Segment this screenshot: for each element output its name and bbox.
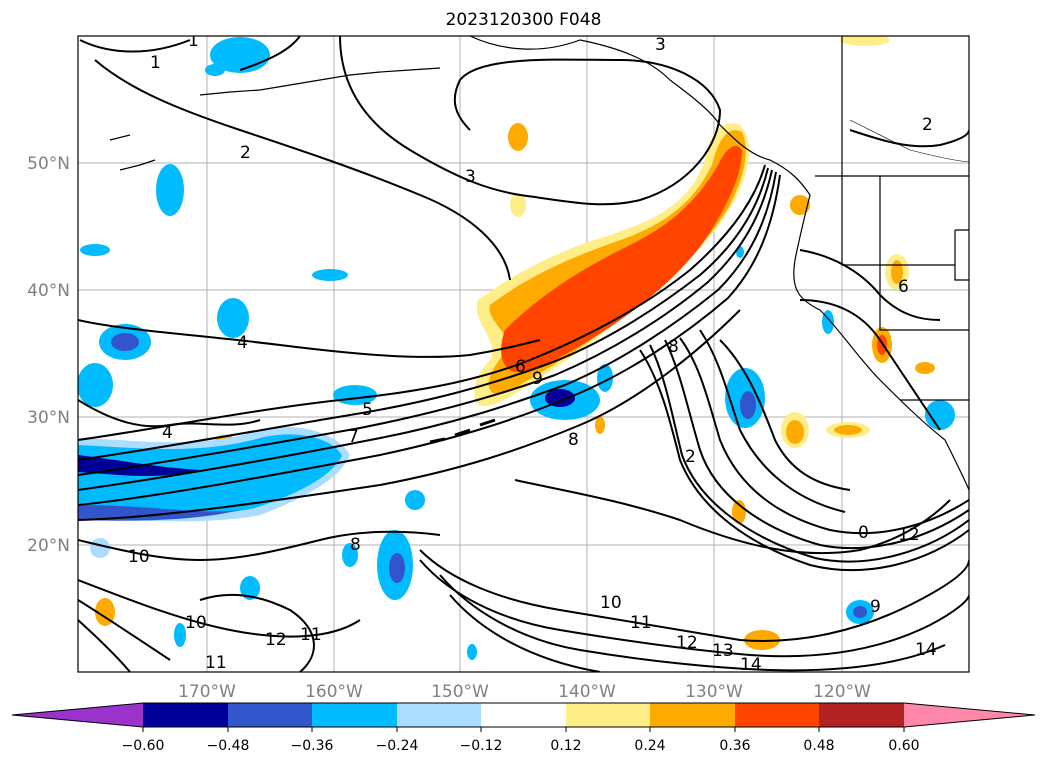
- colorbar-upper-extension: [904, 703, 1035, 727]
- contour-label: 8: [568, 430, 579, 450]
- lon-label-120w: 120°W: [813, 682, 871, 702]
- lon-label-160w: 160°W: [305, 682, 363, 702]
- contour-label: 14: [915, 640, 937, 660]
- contour-labels: 1 1 2 2 3 3 4 4 5 6 6 7 8 8 8 9 9 10 10 …: [128, 31, 937, 675]
- contour-label: 2: [240, 143, 251, 163]
- contour-label: 4: [237, 333, 248, 353]
- contour-label: 7: [348, 427, 359, 447]
- colorbar-segment: [819, 703, 904, 727]
- colorbar-tick-label: 0.24: [634, 738, 665, 754]
- longitude-axis-labels: 170°W 160°W 150°W 140°W 130°W 120°W: [178, 682, 871, 702]
- contour-label: 10: [185, 613, 207, 633]
- colorbar: −0.60 −0.48 −0.36 −0.24 −0.12 0.12 0.24 …: [11, 702, 1036, 754]
- contour-label: 4: [162, 423, 173, 443]
- contour-label: 8: [668, 337, 679, 357]
- colorbar-tick-label: −0.12: [460, 738, 503, 754]
- contour-label: 0: [858, 523, 869, 543]
- colorbar-segment: [143, 703, 228, 727]
- colorbar-tick-label: −0.36: [291, 738, 334, 754]
- contour-label: 1: [150, 53, 161, 73]
- contour-label: 12: [898, 525, 920, 545]
- lon-label-150w: 150°W: [431, 682, 489, 702]
- colorbar-segment: [312, 703, 397, 727]
- contour-label: 1: [188, 31, 199, 51]
- contour-label: 5: [362, 400, 373, 420]
- lat-label-30n: 30°N: [27, 408, 70, 428]
- contour-label: 12: [676, 633, 698, 653]
- contour-label: 11: [205, 653, 227, 673]
- contour-label: 6: [898, 277, 909, 297]
- contour-label: 2: [685, 447, 696, 467]
- colorbar-tick-label: −0.60: [122, 738, 165, 754]
- colorbar-segment: [735, 703, 819, 727]
- contour-label: 13: [712, 641, 734, 661]
- lat-label-40n: 40°N: [27, 281, 70, 301]
- contour-label: 11: [300, 625, 322, 645]
- contour-label: 12: [265, 630, 287, 650]
- height-contours: [78, 36, 969, 672]
- map-title: 2023120300 F048: [445, 10, 602, 30]
- lon-label-130w: 130°W: [685, 682, 743, 702]
- colorbar-segment: [228, 703, 312, 727]
- contour-label: 2: [922, 115, 933, 135]
- contour-label: 6: [515, 357, 526, 377]
- colorbar-tick-label: 0.36: [719, 738, 750, 754]
- colorbar-tick-label: −0.48: [207, 738, 250, 754]
- contour-label: 10: [128, 547, 150, 567]
- colorbar-tick-label: 0.12: [550, 738, 581, 754]
- coastlines: [109, 36, 969, 491]
- colorbar-tick-label: 0.48: [803, 738, 834, 754]
- colorbar-tick-label: 0.60: [888, 738, 919, 754]
- colorbar-tick-label: −0.24: [376, 738, 419, 754]
- lon-label-170w: 170°W: [178, 682, 236, 702]
- contour-label: 9: [870, 597, 881, 617]
- contour-label: 8: [350, 535, 361, 555]
- map-plot-area: 1 1 2 2 3 3 4 4 5 6 6 7 8 8 8 9 9 10 10 …: [78, 31, 969, 675]
- colorbar-segment: [397, 703, 481, 727]
- plot-frame: [77, 35, 970, 673]
- lat-label-20n: 20°N: [27, 536, 70, 556]
- colorbar-segment: [481, 703, 566, 727]
- latitude-axis-labels: 50°N 40°N 30°N 20°N: [27, 154, 70, 556]
- lat-label-50n: 50°N: [27, 154, 70, 174]
- contour-label: 14: [740, 655, 762, 675]
- contour-label: 10: [600, 593, 622, 613]
- contour-label: 3: [465, 167, 476, 187]
- colorbar-segment: [566, 703, 650, 727]
- contour-label: 9: [532, 369, 543, 389]
- colorbar-lower-extension: [12, 703, 143, 727]
- lon-label-140w: 140°W: [558, 682, 616, 702]
- contour-label: 3: [655, 35, 666, 55]
- dashed-contour-segments: [429, 418, 496, 444]
- colorbar-segment: [650, 703, 735, 727]
- contour-label: 11: [630, 613, 652, 633]
